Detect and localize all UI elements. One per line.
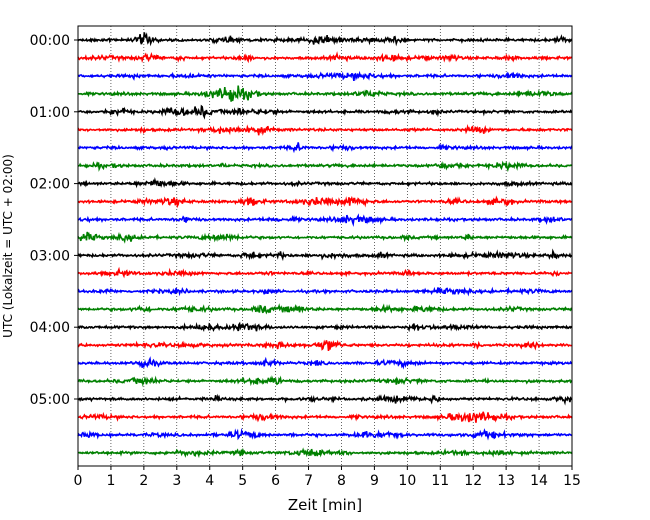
seismic-trace [77,356,573,370]
x-tick-label: 10 [398,473,416,489]
x-tick-label: 1 [106,473,115,489]
seismic-trace [77,248,573,262]
y-tick-label: 04:00 [30,320,70,336]
seismic-trace [77,303,573,315]
seismic-trace [77,104,573,120]
seismic-trace [77,231,573,244]
seismic-trace [77,213,573,227]
x-tick-label: 9 [370,473,379,489]
x-tick-label: 13 [497,473,515,489]
y-tick-label: 03:00 [30,248,70,264]
seismic-trace [77,195,573,209]
y-axis-ticks: 00:00 01:00 02:00 03:00 04:00 05:00 [30,33,78,408]
seismic-trace [77,321,573,333]
seismic-trace [78,85,573,102]
x-tick-label: 7 [304,473,313,489]
x-tick-label: 3 [172,473,181,489]
x-tick-label: 11 [431,473,449,489]
seismic-trace [77,266,573,279]
seismic-trace [77,393,573,406]
x-tick-label: 4 [205,473,214,489]
y-tick-label: 02:00 [30,177,70,193]
seismic-trace [77,427,573,441]
x-axis-label: Zeit [min] [288,496,362,514]
y-axis-label: UTC (Lokalzeit = UTC + 02:00) [1,154,15,338]
x-tick-label: 12 [464,473,482,489]
seismic-trace [77,447,573,459]
seismic-trace [77,286,573,297]
seismic-trace [77,123,573,136]
x-tick-label: 0 [74,473,83,489]
seismic-trace [77,176,573,189]
plot-frame [77,25,573,467]
y-tick-label: 01:00 [30,105,70,121]
seismic-trace [77,32,573,47]
vertical-grid [110,26,540,466]
x-axis-ticks: 0 1 2 3 4 5 6 7 8 9 10 11 12 13 14 15 [74,466,581,489]
x-tick-label: 6 [271,473,280,489]
x-tick-label: 8 [337,473,346,489]
seismic-trace [77,51,573,64]
seismic-trace [77,70,573,82]
x-tick-label: 2 [139,473,148,489]
x-tick-label: 5 [238,473,247,489]
seismic-trace [77,142,573,154]
y-tick-label: 05:00 [30,392,70,408]
seismic-trace [77,160,573,173]
seismic-trace [77,339,572,351]
seismic-traces [77,32,573,459]
x-tick-label: 15 [563,473,581,489]
y-tick-label: 00:00 [30,33,70,49]
seismic-trace [77,411,573,423]
seismic-trace [77,375,573,387]
x-tick-label: 14 [530,473,548,489]
